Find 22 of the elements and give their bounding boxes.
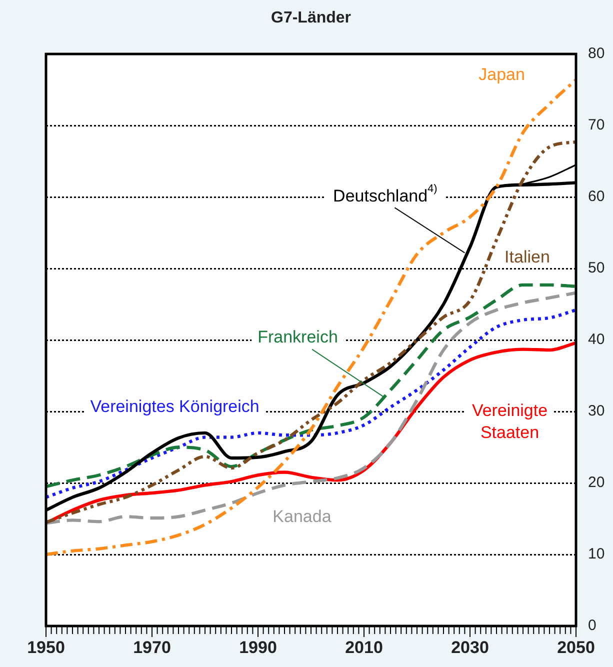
- y-tick-label: 80: [588, 45, 605, 62]
- x-tick-label: 2030: [451, 638, 489, 657]
- series-label: Japan: [478, 65, 525, 84]
- y-tick-label: 40: [588, 331, 605, 348]
- text: Vereinigte Staaten: [472, 400, 548, 442]
- chart-title: G7-Länder: [270, 9, 352, 26]
- x-tick-label: 2050: [557, 638, 595, 657]
- text: Frankreich: [258, 328, 338, 347]
- y-tick-label: 0: [588, 617, 596, 634]
- y-tick-label: 20: [588, 474, 605, 492]
- x-tick-label: 1950: [27, 638, 65, 657]
- y-tick-label: 30: [588, 402, 605, 420]
- y-tick-label: 60: [588, 188, 605, 206]
- series-label: Kanada: [272, 507, 332, 526]
- x-tick-label: 2010: [345, 638, 383, 657]
- y-tick-label: 70: [588, 116, 605, 134]
- x-tick-label: 1970: [133, 638, 171, 657]
- x-tick-label: 1990: [239, 638, 277, 657]
- series-label: Italien: [504, 247, 550, 266]
- y-tick-label: 10: [588, 546, 605, 563]
- series-label: Vereinigtes Königreich: [90, 396, 260, 416]
- y-tick-label: 50: [588, 260, 605, 277]
